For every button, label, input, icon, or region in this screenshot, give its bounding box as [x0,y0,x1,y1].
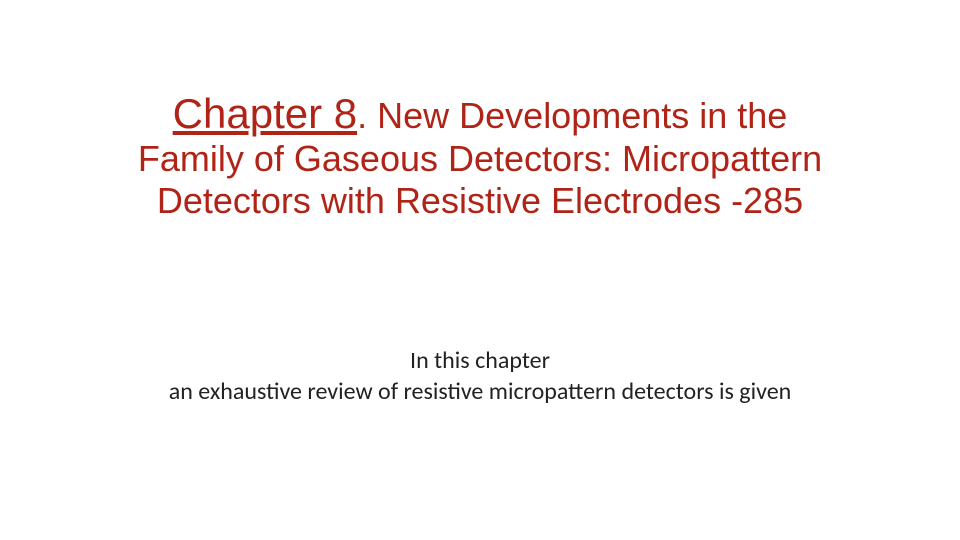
body-line-1: In this chapter [130,345,830,376]
slide-title: Chapter 8. New Developments in the Famil… [130,90,830,221]
title-line-3: Detectors with Resistive Electrodes -285 [130,180,830,221]
body-line-2: an exhaustive review of resistive microp… [130,376,830,407]
title-line1-rest: New Developments in the [367,95,787,136]
title-line-2: Family of Gaseous Detectors: Micropatter… [130,138,830,179]
chapter-dot: . [357,95,367,136]
title-line-1: Chapter 8. New Developments in the [130,90,830,138]
chapter-label: Chapter 8 [173,90,357,137]
slide: Chapter 8. New Developments in the Famil… [0,0,960,540]
slide-body: In this chapter an exhaustive review of … [130,345,830,407]
